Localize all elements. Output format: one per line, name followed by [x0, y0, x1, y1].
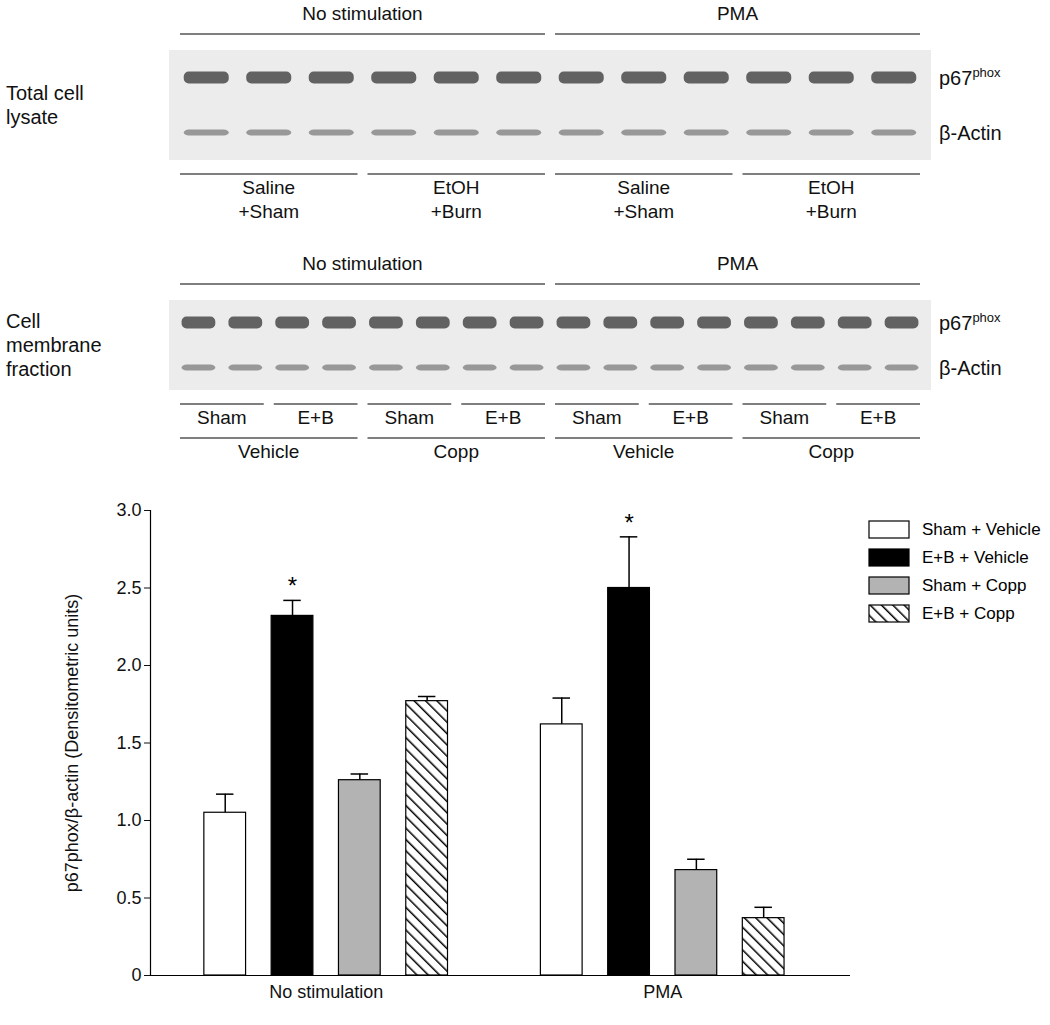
html-text:Sham + Copp: Sham + Copp [922, 576, 1027, 595]
svg-text:Copp: Copp [434, 441, 479, 462]
html-text:E+B + Vehicle: E+B + Vehicle [922, 548, 1029, 567]
svg-text:+Burn: +Burn [806, 201, 857, 222]
svg-text:Copp: Copp [809, 441, 854, 462]
svg-text:fraction: fraction [6, 358, 72, 380]
svg-text:p67phox: p67phox [939, 65, 1001, 89]
svg-text:0: 0 [131, 965, 141, 985]
svg-text:E+B: E+B [297, 407, 333, 428]
svg-text:Saline: Saline [242, 177, 295, 198]
svg-text:Sham: Sham [197, 407, 247, 428]
svg-text:membrane: membrane [6, 334, 102, 356]
svg-text:No stimulation: No stimulation [302, 3, 422, 24]
svg-text:lysate: lysate [6, 106, 58, 128]
svg-text:Vehicle: Vehicle [238, 441, 299, 462]
svg-text:0.5: 0.5 [116, 888, 141, 908]
svg-text:Vehicle: Vehicle [613, 441, 674, 462]
svg-text:1.0: 1.0 [116, 810, 141, 830]
svg-text:Saline: Saline [617, 177, 670, 198]
svg-text:1.5: 1.5 [116, 733, 141, 753]
svg-text:3.0: 3.0 [116, 500, 141, 520]
svg-text:*: * [288, 572, 297, 599]
svg-text:+Sham: +Sham [238, 201, 299, 222]
svg-text:Sham: Sham [385, 407, 435, 428]
svg-text:E+B: E+B [672, 407, 708, 428]
html-text:Sham + Vehicle: Sham + Vehicle [922, 520, 1041, 539]
svg-text:PMA: PMA [717, 253, 759, 274]
svg-text:EtOH: EtOH [808, 177, 854, 198]
svg-text:Cell: Cell [6, 310, 40, 332]
svg-text:Sham: Sham [572, 407, 622, 428]
svg-text:2.5: 2.5 [116, 578, 141, 598]
svg-text:PMA: PMA [643, 982, 682, 1002]
html-text:E+B + Copp: E+B + Copp [922, 604, 1015, 623]
svg-text:Sham: Sham [760, 407, 810, 428]
svg-text:p67phox: p67phox [939, 310, 1001, 334]
svg-text:No stimulation: No stimulation [269, 982, 383, 1002]
svg-text:PMA: PMA [717, 3, 759, 24]
svg-text:No stimulation: No stimulation [302, 253, 422, 274]
svg-text:Total cell: Total cell [6, 82, 84, 104]
svg-text:+Sham: +Sham [613, 201, 674, 222]
svg-text:EtOH: EtOH [433, 177, 479, 198]
svg-text:β-Actin: β-Actin [939, 357, 1002, 379]
svg-text:β-Actin: β-Actin [939, 122, 1002, 144]
svg-text:p67phox/β-actin (Densitometric: p67phox/β-actin (Densitometric units) [62, 594, 82, 892]
svg-text:2.0: 2.0 [116, 655, 141, 675]
svg-text:*: * [624, 509, 633, 536]
svg-text:E+B: E+B [860, 407, 896, 428]
svg-text:+Burn: +Burn [431, 201, 482, 222]
svg-text:E+B: E+B [485, 407, 521, 428]
